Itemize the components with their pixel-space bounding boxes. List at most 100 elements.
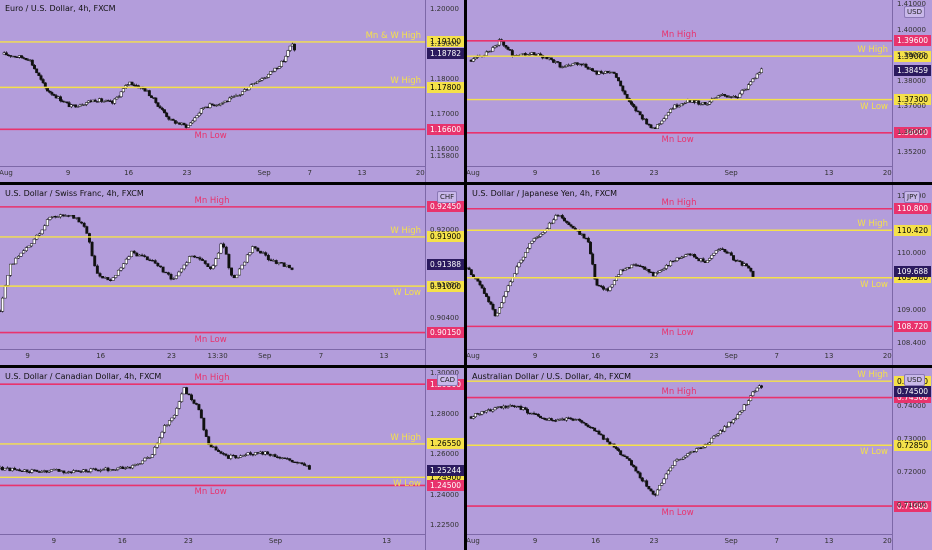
candle [48,216,52,221]
x-tick-label: 13 [357,169,367,177]
chart-panel-1[interactable]: Mn & W High 1.19100 W High 1.17800 Mn Low 1.1… [0,0,464,182]
candle [699,103,703,106]
candle [284,55,288,63]
candle [171,118,175,121]
level-price-tag: 0.74300 [894,392,932,404]
candle [123,466,127,470]
candle [610,284,614,289]
candle [537,235,540,239]
candle [584,422,588,427]
candle [680,255,683,259]
candle [469,269,473,276]
candle [491,302,495,311]
candle [712,435,716,439]
candle [42,469,46,473]
candle [59,213,62,219]
chart-svg [467,185,893,365]
candle [202,417,206,432]
candle [130,81,134,86]
candle [695,447,698,453]
candle [214,257,218,268]
candle [716,432,720,437]
x-tick-label: 13 [824,169,834,177]
currency-label: CAD [437,374,459,386]
candle [278,456,282,460]
x-tick-label: 23 [649,169,659,177]
chart-panel-4[interactable]: Mn High 110.800 W High 110.420 W Low 109.580 M… [467,185,932,365]
candle [673,260,677,263]
x-tick-label: 7 [307,169,312,177]
candle [480,410,484,416]
candle [243,261,247,266]
y-tick-label: 1.18000 [430,75,459,84]
y-tick-label: 1.26000 [430,450,459,459]
candle [290,267,294,271]
candle [500,302,504,309]
candle [74,217,78,220]
level-label: W Low [860,279,888,290]
candle [688,451,692,455]
candle [612,279,616,286]
y-tick-label: 0.71000 [897,501,926,510]
candle [82,103,86,106]
candle [671,107,675,110]
candle [251,453,255,457]
candle [266,253,270,262]
candle [736,413,740,420]
candle [251,245,255,254]
x-tick-label: 7 [318,352,324,360]
current-price-tag: 0.74500 [894,385,932,397]
candle [64,472,68,474]
current-price-tag: 0.91388 [427,259,464,271]
candle [0,309,2,313]
candle [669,467,672,472]
current-price-tag: 1.38459 [894,64,932,76]
level-label: Mn Low [661,328,694,339]
candle [186,124,190,129]
candle [82,221,86,228]
candle [211,264,215,270]
candle [723,93,727,97]
candle [549,417,553,422]
candle [93,254,97,267]
candle [159,265,162,268]
candle [85,225,89,234]
candle [716,94,720,99]
candle [666,469,670,475]
candle [154,97,158,105]
candle [165,111,169,118]
x-tick-label: 20 [882,537,892,545]
candle [630,264,634,269]
chart-panel-3[interactable]: Mn High 0.92450 W High 0.91900 W Low 0.91000 M… [0,185,464,365]
candle [1,465,4,471]
candle [738,260,742,263]
candle [209,266,212,271]
candle [113,98,117,105]
candle [298,462,302,464]
candle [506,405,510,409]
y-tick-label: 1.36000 [897,127,926,136]
candle [701,257,705,263]
candle [10,467,14,472]
candle [38,232,41,237]
chart-panel-2[interactable]: Mn High 1.39600 W High 1.39000 W Low 1.37300 M… [467,0,932,182]
candle [52,468,56,471]
candle [526,246,530,253]
candle [273,67,277,73]
currency-label: CHF [437,191,458,203]
candle [307,464,311,470]
candle [28,470,31,474]
candle [658,123,662,126]
candle [232,95,236,98]
x-tick-label: 9 [25,352,30,360]
candle [109,278,112,282]
candle [263,451,267,456]
candle [72,214,76,219]
candle [467,266,471,270]
candle [290,459,294,463]
level-price-tag: 0.91000 [427,280,464,292]
candle [267,73,270,79]
candle [161,266,165,274]
